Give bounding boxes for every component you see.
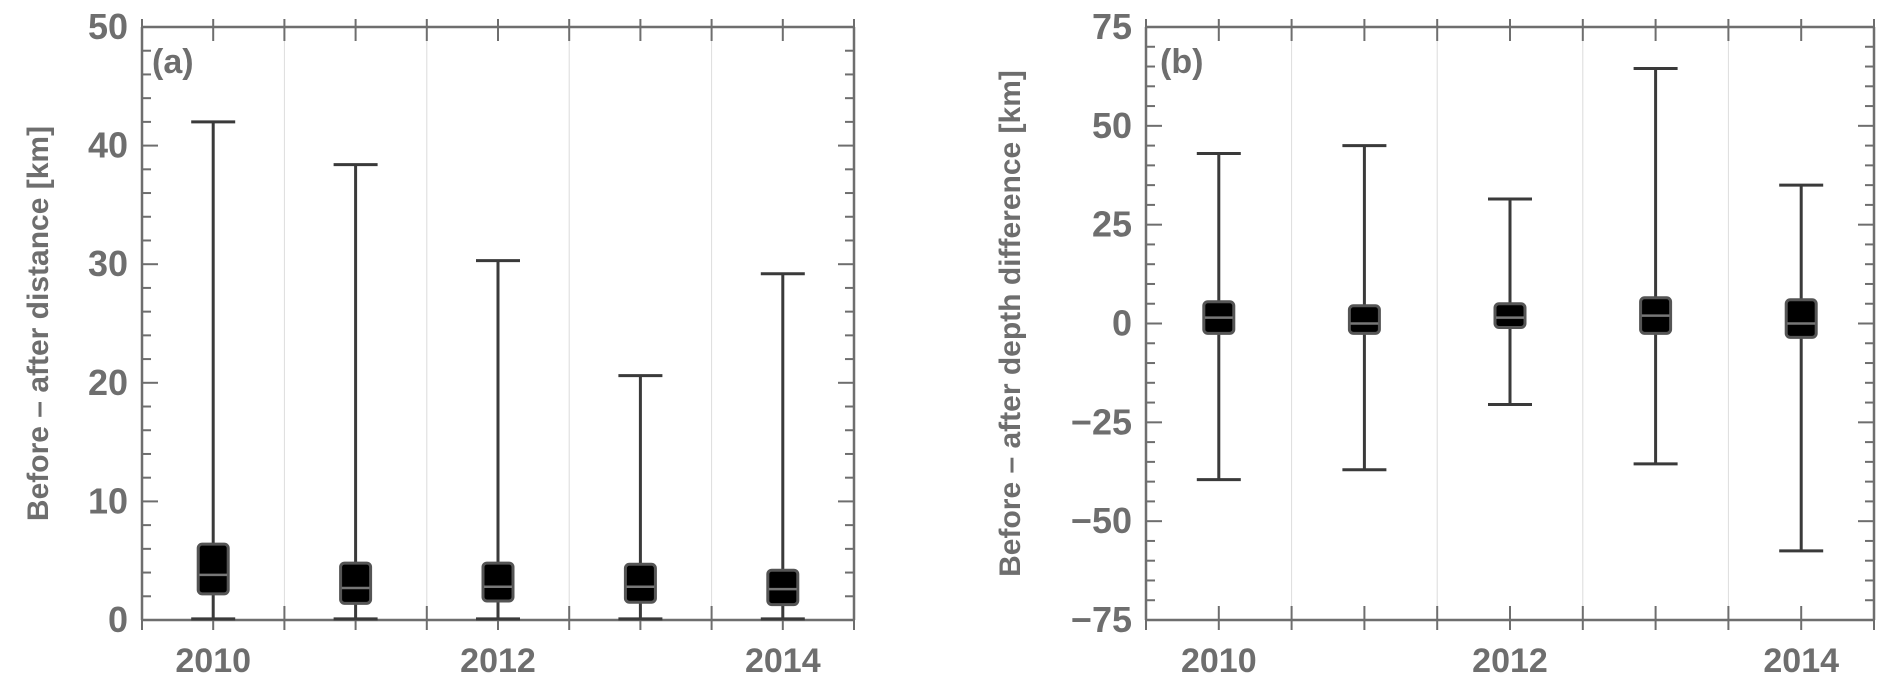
box-2011 <box>1342 144 1387 472</box>
y-tick-label: −75 <box>1071 599 1132 640</box>
x-tick-label: 2012 <box>460 642 536 680</box>
box-2011 <box>333 163 378 621</box>
x-tick-label: 2014 <box>745 642 821 680</box>
box-2014 <box>760 272 805 621</box>
x-tick-label: 2010 <box>175 642 251 680</box>
panel-label: (b) <box>1160 43 1203 81</box>
y-tick-label: 75 <box>1092 6 1132 47</box>
x-tick-label: 2012 <box>1472 642 1548 680</box>
y-axis-label: Before – after depth difference [km] <box>994 70 1027 577</box>
y-tick-label: 0 <box>108 599 128 640</box>
box-iqr <box>481 561 515 603</box>
box-iqr <box>1493 302 1527 329</box>
y-tick-label: −50 <box>1071 500 1132 541</box>
y-tick-label: 0 <box>1112 303 1132 344</box>
box-2012 <box>476 259 520 621</box>
box-2010 <box>1196 152 1241 482</box>
box-2013 <box>618 374 663 621</box>
box-2012 <box>1488 197 1532 407</box>
x-tick-label: 2014 <box>1763 642 1839 680</box>
box-iqr <box>1784 298 1818 339</box>
box-2010 <box>191 120 236 621</box>
y-tick-label: 40 <box>88 125 128 166</box>
y-axis-label: Before – after distance [km] <box>22 126 55 521</box>
panel-b-depth: −75 −50 −25 0 25 50 75 2010 2012 2014 Before – aft… <box>994 6 1876 680</box>
y-tick-label: 10 <box>88 480 128 521</box>
y-tick-label: 50 <box>88 6 128 47</box>
y-tick-label: 30 <box>88 243 128 284</box>
y-tick-label: 20 <box>88 362 128 403</box>
y-tick-label: 25 <box>1092 204 1132 245</box>
box-2013 <box>1633 67 1678 466</box>
panel-label: (a) <box>152 43 194 81</box>
y-tick-label: 50 <box>1092 105 1132 146</box>
box-iqr <box>339 561 373 605</box>
box-iqr <box>623 562 657 604</box>
box-2014 <box>1779 183 1824 553</box>
box-iqr <box>196 542 230 596</box>
box-iqr <box>766 568 800 607</box>
panel-a-distance: 0 10 20 30 40 50 2010 2012 2014 Before – after di… <box>22 6 856 680</box>
y-tick-label: −25 <box>1071 401 1132 442</box>
x-tick-label: 2010 <box>1181 642 1257 680</box>
box-iqr <box>1347 304 1381 335</box>
